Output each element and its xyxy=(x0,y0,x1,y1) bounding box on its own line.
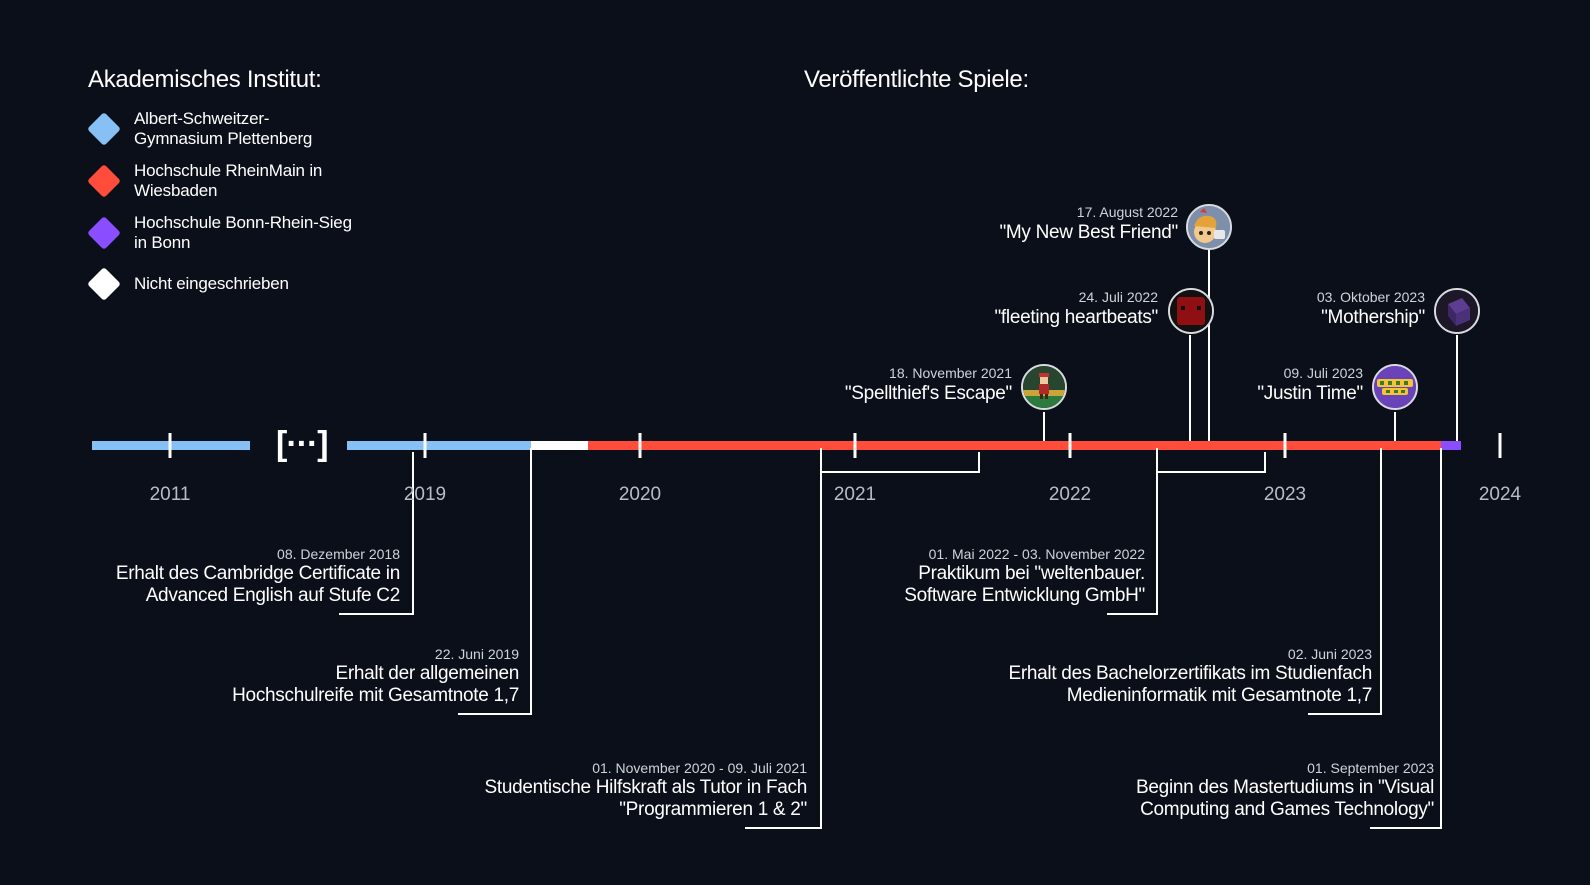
event-title: Computing and Games Technology" xyxy=(1140,799,1434,820)
legend-item-bonn: Hochschule Bonn-Rhein-Sieg in Bonn xyxy=(87,213,352,253)
game-date: 03. Oktober 2023 xyxy=(1316,289,1425,305)
year-label: 2019 xyxy=(403,484,447,505)
game-justin-time: 09. Juli 2023 "Justin Time" xyxy=(1103,364,1363,406)
year-label: 2023 xyxy=(1263,484,1307,505)
institute-heading: Akademisches Institut: xyxy=(88,66,322,93)
event-title: Erhalt der allgemeinen xyxy=(335,663,519,684)
game-title: "Spellthief's Escape" xyxy=(844,383,1012,404)
game-spellthiefs-escape: 18. November 2021 "Spellthief's Escape" xyxy=(712,364,1012,406)
legend-item-rheinmain: Hochschule RheinMain in Wiesbaden xyxy=(87,161,323,201)
event-hochschulreife: 22. Juni 2019 Erhalt der allgemeinen Hoc… xyxy=(159,645,519,707)
connector-hochschulreife xyxy=(458,448,532,715)
timeline-gap-marker: [···] xyxy=(276,425,329,463)
event-tutor: 01. November 2020 - 09. Juli 2021 Studen… xyxy=(407,759,808,821)
game-date: 09. Juli 2023 xyxy=(1283,365,1363,381)
event-bachelor: 02. Juni 2023 Erhalt des Bachelorzertifi… xyxy=(952,645,1372,707)
connector-tutor xyxy=(745,472,822,829)
game-date: 18. November 2021 xyxy=(889,365,1012,381)
red-cube-icon[interactable] xyxy=(1168,288,1214,334)
legend-item-not-enrolled: Nicht eingeschrieben xyxy=(87,267,289,301)
legend-item-gymnasium: Albert-Schweitzer- Gymnasium Plettenberg xyxy=(87,109,313,149)
game-title: "Justin Time" xyxy=(1257,383,1363,404)
games-heading: Veröffentlichte Spiele: xyxy=(804,66,1029,93)
game-title: "My New Best Friend" xyxy=(999,222,1178,243)
year-label: 2021 xyxy=(833,484,877,505)
event-internship: 01. Mai 2022 - 03. November 2022 Praktik… xyxy=(785,545,1145,607)
legend-label: Hochschule RheinMain in xyxy=(134,161,323,180)
legend-label: in Bonn xyxy=(134,233,191,252)
game-fleeting-heartbeats: 24. Juli 2022 "fleeting heartbeats" xyxy=(858,288,1158,330)
event-title: Software Entwicklung GmbH" xyxy=(904,585,1145,606)
game-date: 24. Juli 2022 xyxy=(1078,289,1158,305)
event-cambridge: 08. Dezember 2018 Erhalt des Cambridge C… xyxy=(40,545,400,607)
justin-time-logo-icon[interactable] xyxy=(1372,364,1418,410)
event-title: Medieninformatik mit Gesamtnote 1,7 xyxy=(1066,685,1373,706)
bracket-tutor xyxy=(820,448,980,473)
game-title: "Mothership" xyxy=(1321,307,1425,328)
connector-cambridge xyxy=(339,452,414,615)
event-title: Beginn des Mastertudiums in "Visual xyxy=(1136,777,1434,798)
game-date: 17. August 2022 xyxy=(1076,204,1178,220)
game-my-new-best-friend: 17. August 2022 "My New Best Friend" xyxy=(878,203,1178,245)
year-label: 2020 xyxy=(618,484,662,505)
game-title: "fleeting heartbeats" xyxy=(994,307,1158,328)
bar-not-enrolled xyxy=(531,441,588,450)
purple-cube-icon[interactable] xyxy=(1434,288,1480,334)
event-date: 01. Mai 2022 - 03. November 2022 xyxy=(928,546,1145,562)
event-title: Studentische Hilfskraft als Tutor in Fac… xyxy=(484,777,808,798)
event-date: 22. Juni 2019 xyxy=(434,646,519,662)
connector-bachelor xyxy=(1308,448,1382,715)
cartoon-face-icon[interactable] xyxy=(1186,204,1232,250)
event-date: 01. September 2023 xyxy=(1307,760,1434,776)
bar-gymnasium xyxy=(347,441,531,450)
event-title: "Programmieren 1 & 2" xyxy=(619,799,807,820)
period-brackets xyxy=(820,448,1266,473)
event-title: Erhalt des Bachelorzertifikats im Studie… xyxy=(1008,663,1372,684)
legend-label: Nicht eingeschrieben xyxy=(134,274,289,293)
event-date: 08. Dezember 2018 xyxy=(277,546,400,562)
bar-rheinmain xyxy=(588,441,1441,450)
year-label: 2011 xyxy=(149,484,191,505)
connector-master xyxy=(1370,448,1442,829)
legend-label: Albert-Schweitzer- xyxy=(134,109,270,128)
connector-internship xyxy=(1107,472,1158,615)
event-date: 01. November 2020 - 09. Juli 2021 xyxy=(592,760,807,776)
legend-label: Gymnasium Plettenberg xyxy=(134,129,313,148)
year-ticks xyxy=(168,433,1502,458)
event-title: Hochschulreife mit Gesamtnote 1,7 xyxy=(232,685,519,706)
event-title: Praktikum bei "weltenbauer. xyxy=(918,563,1145,584)
game-mothership: 03. Oktober 2023 "Mothership" xyxy=(1165,288,1425,330)
legend-label: Wiesbaden xyxy=(134,181,218,200)
event-title: Advanced English auf Stufe C2 xyxy=(145,585,401,606)
bar-bonn xyxy=(1441,441,1461,450)
pixel-character-icon[interactable] xyxy=(1021,364,1067,410)
game-stems xyxy=(1043,250,1458,441)
legend-label: Hochschule Bonn-Rhein-Sieg xyxy=(134,213,352,232)
year-label: 2022 xyxy=(1048,484,1092,505)
bracket-internship xyxy=(1156,448,1266,473)
event-master: 01. September 2023 Beginn des Mastertudi… xyxy=(1074,759,1434,821)
event-connectors xyxy=(339,448,1442,829)
year-label: 2024 xyxy=(1478,484,1522,505)
event-date: 02. Juni 2023 xyxy=(1287,646,1372,662)
event-title: Erhalt des Cambridge Certificate in xyxy=(115,563,400,584)
